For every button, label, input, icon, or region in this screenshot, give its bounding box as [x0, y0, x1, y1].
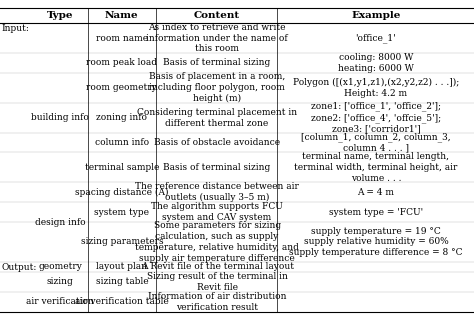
Text: Polygon ([(x1,y1,z1),(x2,y2,z2) . . .]);
Height: 4.2 m: Polygon ([(x1,y1,z1),(x2,y2,z2) . . .]);…	[293, 78, 459, 98]
Text: design info: design info	[35, 217, 85, 227]
Text: layout plan: layout plan	[96, 262, 147, 271]
Text: zone1: ['office_1', 'office_2'];
zone2: ['office_4', 'offcie_5'];
zone3: ['corri: zone1: ['office_1', 'office_2']; zone2: …	[311, 102, 441, 133]
Text: Basis of terminal sizing: Basis of terminal sizing	[164, 58, 271, 68]
Text: sizing: sizing	[47, 277, 73, 286]
Text: terminal name, terminal length,
terminal width, terminal height, air
volume . . : terminal name, terminal length, terminal…	[294, 152, 457, 183]
Text: room name: room name	[96, 34, 148, 42]
Text: air verification: air verification	[26, 297, 94, 306]
Text: [column_1, column_2, column_3,
column 4 . . . ]: [column_1, column_2, column_3, column 4 …	[301, 132, 451, 153]
Text: terminal sample: terminal sample	[85, 163, 159, 172]
Text: A = 4 m: A = 4 m	[357, 188, 394, 197]
Text: system type: system type	[94, 208, 149, 217]
Text: supply temperature = 19 °C
supply relative humidity = 60%
supply temperature dif: supply temperature = 19 °C supply relati…	[289, 227, 463, 257]
Text: system type = 'FCU': system type = 'FCU'	[329, 208, 423, 217]
Text: column info: column info	[95, 138, 149, 147]
Text: As index to retrieve and write
information under the name of
this room: As index to retrieve and write informati…	[146, 23, 288, 53]
Text: Input:: Input:	[1, 24, 29, 33]
Text: Information of air distribution
verification result: Information of air distribution verifica…	[148, 292, 286, 312]
Text: Example: Example	[351, 11, 401, 20]
Text: sizing parameters: sizing parameters	[81, 237, 163, 247]
Text: zoning info: zoning info	[96, 113, 147, 122]
Text: Type: Type	[47, 11, 73, 20]
Text: Sizing result of the terminal in
Revit file: Sizing result of the terminal in Revit f…	[146, 272, 288, 292]
Text: Output:: Output:	[1, 262, 37, 271]
Text: sizing table: sizing table	[95, 277, 148, 286]
Text: spacing distance (A): spacing distance (A)	[75, 188, 169, 197]
Text: Some parameters for sizing
calculation, such as supply
temperature, relative hum: Some parameters for sizing calculation, …	[135, 221, 299, 262]
Text: air verification table: air verification table	[75, 297, 169, 306]
Text: 'office_1': 'office_1'	[356, 33, 396, 43]
Text: room geometry: room geometry	[86, 83, 157, 92]
Text: cooling: 8000 W
heating: 6000 W: cooling: 8000 W heating: 6000 W	[338, 53, 414, 73]
Text: Basis of terminal sizing: Basis of terminal sizing	[164, 163, 271, 172]
Text: Name: Name	[105, 11, 138, 20]
Text: Content: Content	[194, 11, 240, 20]
Text: geometry: geometry	[38, 262, 82, 271]
Text: building info: building info	[31, 113, 89, 122]
Text: The reference distance between air
outlets (usually 3–5 m): The reference distance between air outle…	[135, 182, 299, 202]
Text: Basis of obstacle avoidance: Basis of obstacle avoidance	[154, 138, 280, 147]
Text: A Revit file of the terminal layout: A Revit file of the terminal layout	[141, 262, 293, 271]
Text: room peak load: room peak load	[86, 58, 157, 68]
Text: Basis of placement in a room,
including floor polygon, room
height (m): Basis of placement in a room, including …	[149, 73, 285, 103]
Text: Considering terminal placement in
different thermal zone: Considering terminal placement in differ…	[137, 108, 297, 127]
Text: The algorithm supports FCU
system and CAV system: The algorithm supports FCU system and CA…	[151, 202, 283, 222]
